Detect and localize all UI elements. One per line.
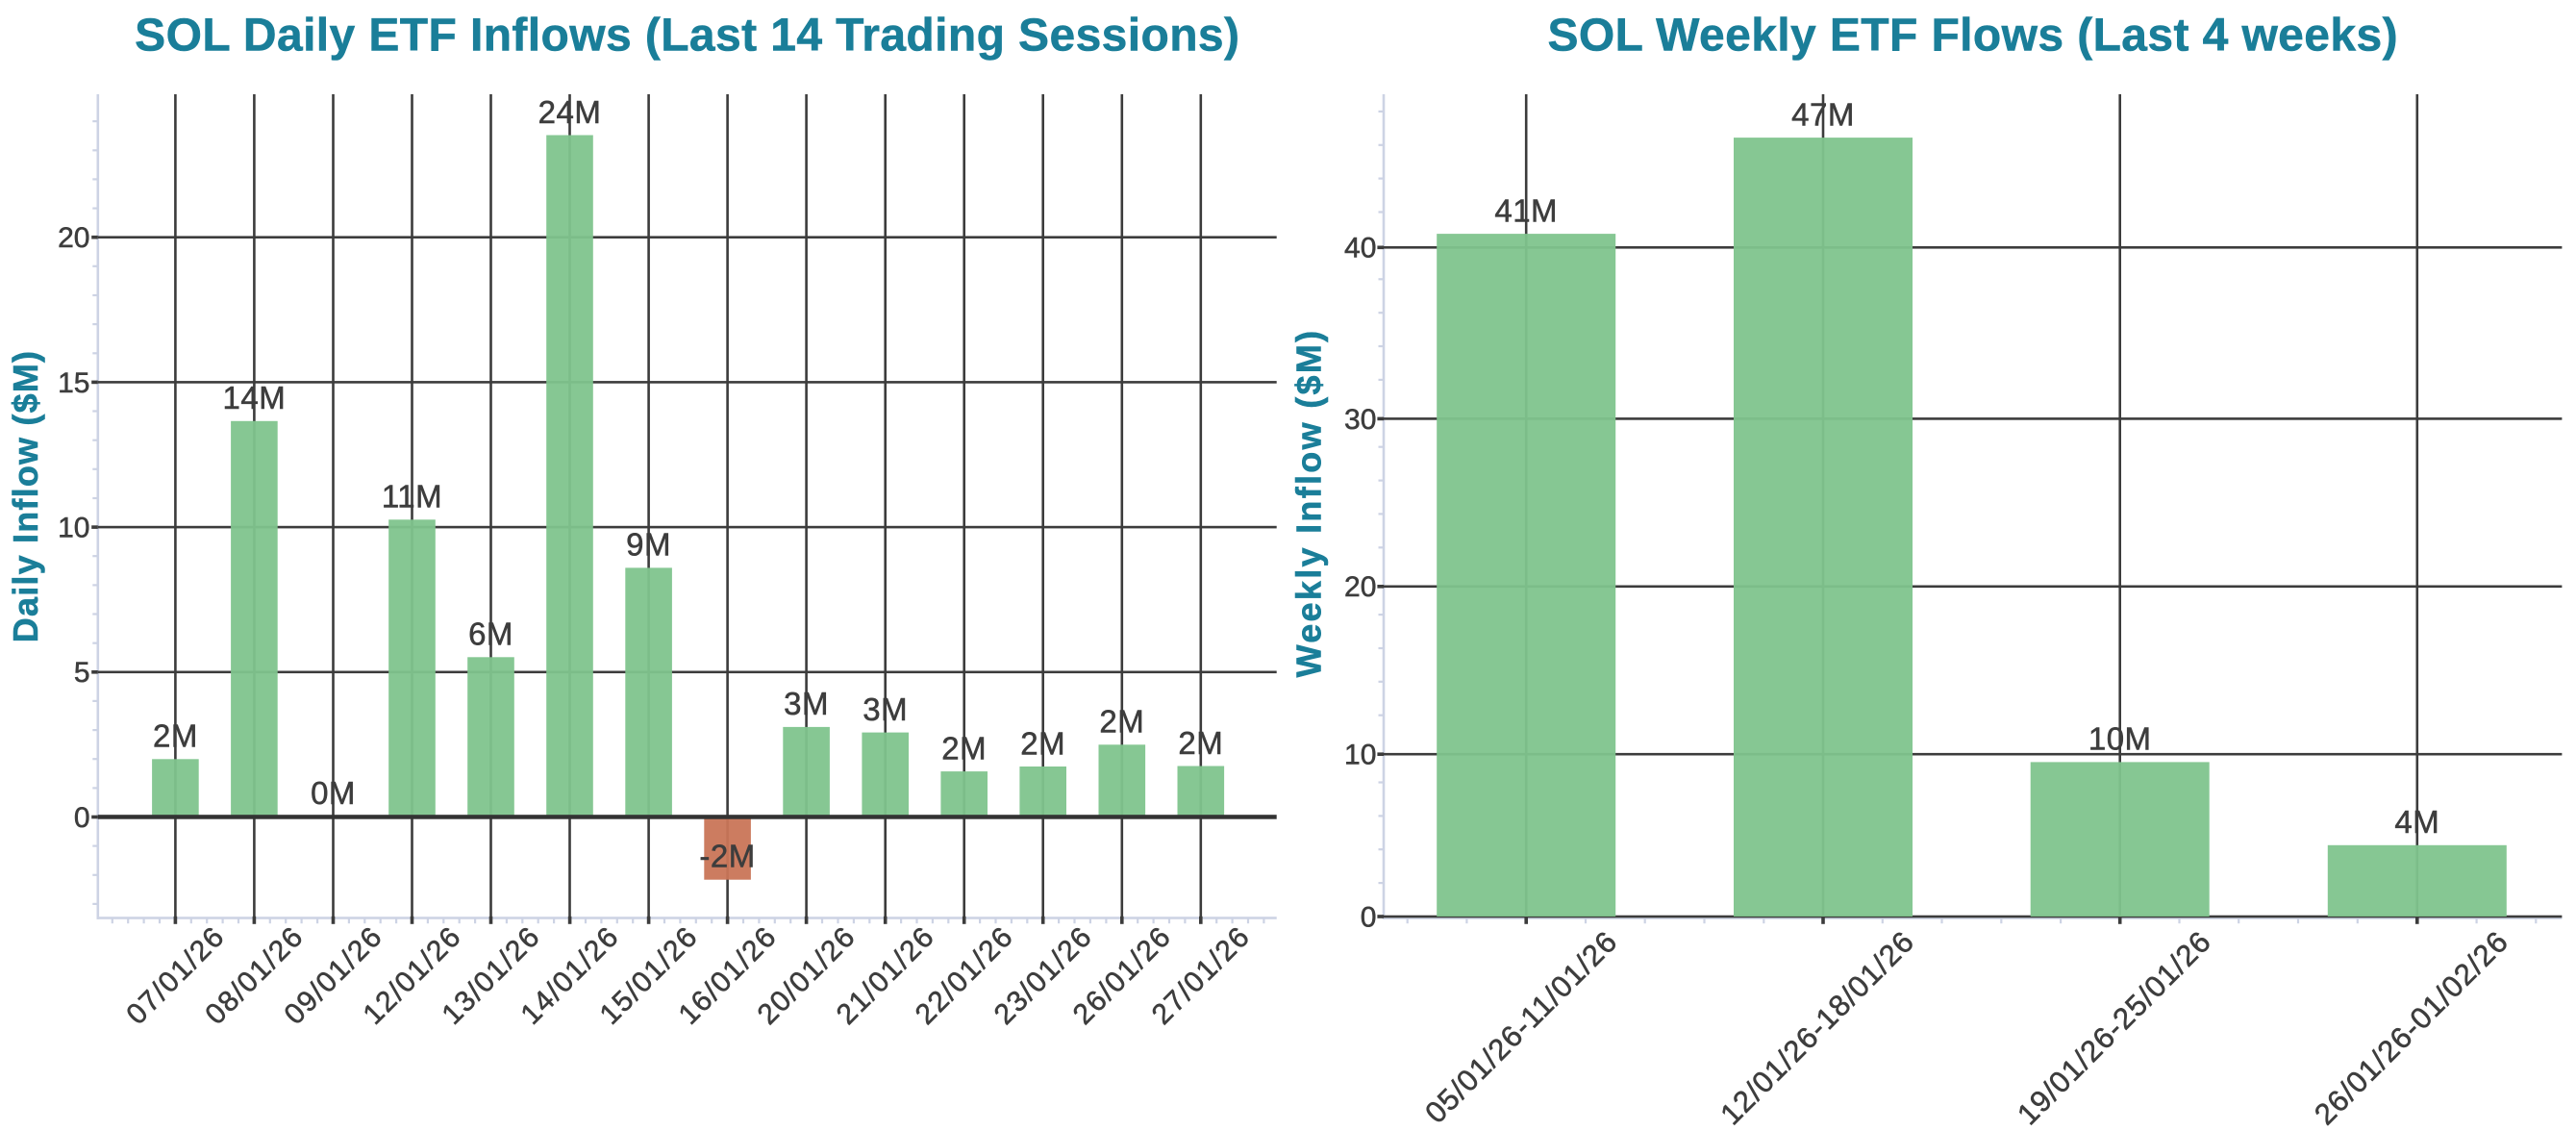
svg-text:11M: 11M — [382, 479, 442, 515]
svg-text:20: 20 — [1344, 571, 1376, 603]
svg-text:2M: 2M — [1178, 725, 1223, 761]
svg-text:SOL Daily ETF Inflows (Last 14: SOL Daily ETF Inflows (Last 14 Trading S… — [135, 10, 1239, 61]
svg-text:24M: 24M — [538, 94, 602, 130]
svg-text:2M: 2M — [941, 730, 987, 766]
svg-text:2M: 2M — [153, 718, 198, 754]
svg-text:10: 10 — [1344, 740, 1376, 771]
svg-text:2M: 2M — [1020, 725, 1065, 761]
svg-text:15: 15 — [58, 367, 89, 399]
svg-text:SOL Weekly ETF Flows (Last 4 w: SOL Weekly ETF Flows (Last 4 weeks) — [1547, 10, 2398, 61]
svg-text:Daily Inflow ($M): Daily Inflow ($M) — [6, 350, 45, 642]
svg-text:4M: 4M — [2394, 804, 2439, 840]
svg-text:9M: 9M — [626, 527, 671, 563]
svg-text:-2M: -2M — [699, 839, 755, 874]
svg-text:20: 20 — [58, 222, 89, 254]
svg-text:30: 30 — [1344, 404, 1376, 436]
svg-text:40: 40 — [1344, 233, 1376, 264]
svg-text:3M: 3M — [863, 691, 908, 727]
svg-text:Weekly Inflow ($M): Weekly Inflow ($M) — [1288, 329, 1328, 678]
svg-text:5: 5 — [74, 657, 90, 689]
svg-text:10M: 10M — [2088, 721, 2152, 757]
svg-text:10: 10 — [58, 513, 89, 544]
svg-text:41M: 41M — [1494, 192, 1558, 228]
svg-text:3M: 3M — [784, 686, 829, 721]
svg-text:0: 0 — [1361, 901, 1377, 933]
svg-text:47M: 47M — [1791, 96, 1855, 132]
svg-text:0: 0 — [74, 802, 90, 834]
svg-text:2M: 2M — [1099, 704, 1144, 740]
svg-text:6M: 6M — [468, 616, 513, 652]
svg-text:14M: 14M — [223, 380, 287, 415]
svg-text:0M: 0M — [311, 775, 356, 811]
